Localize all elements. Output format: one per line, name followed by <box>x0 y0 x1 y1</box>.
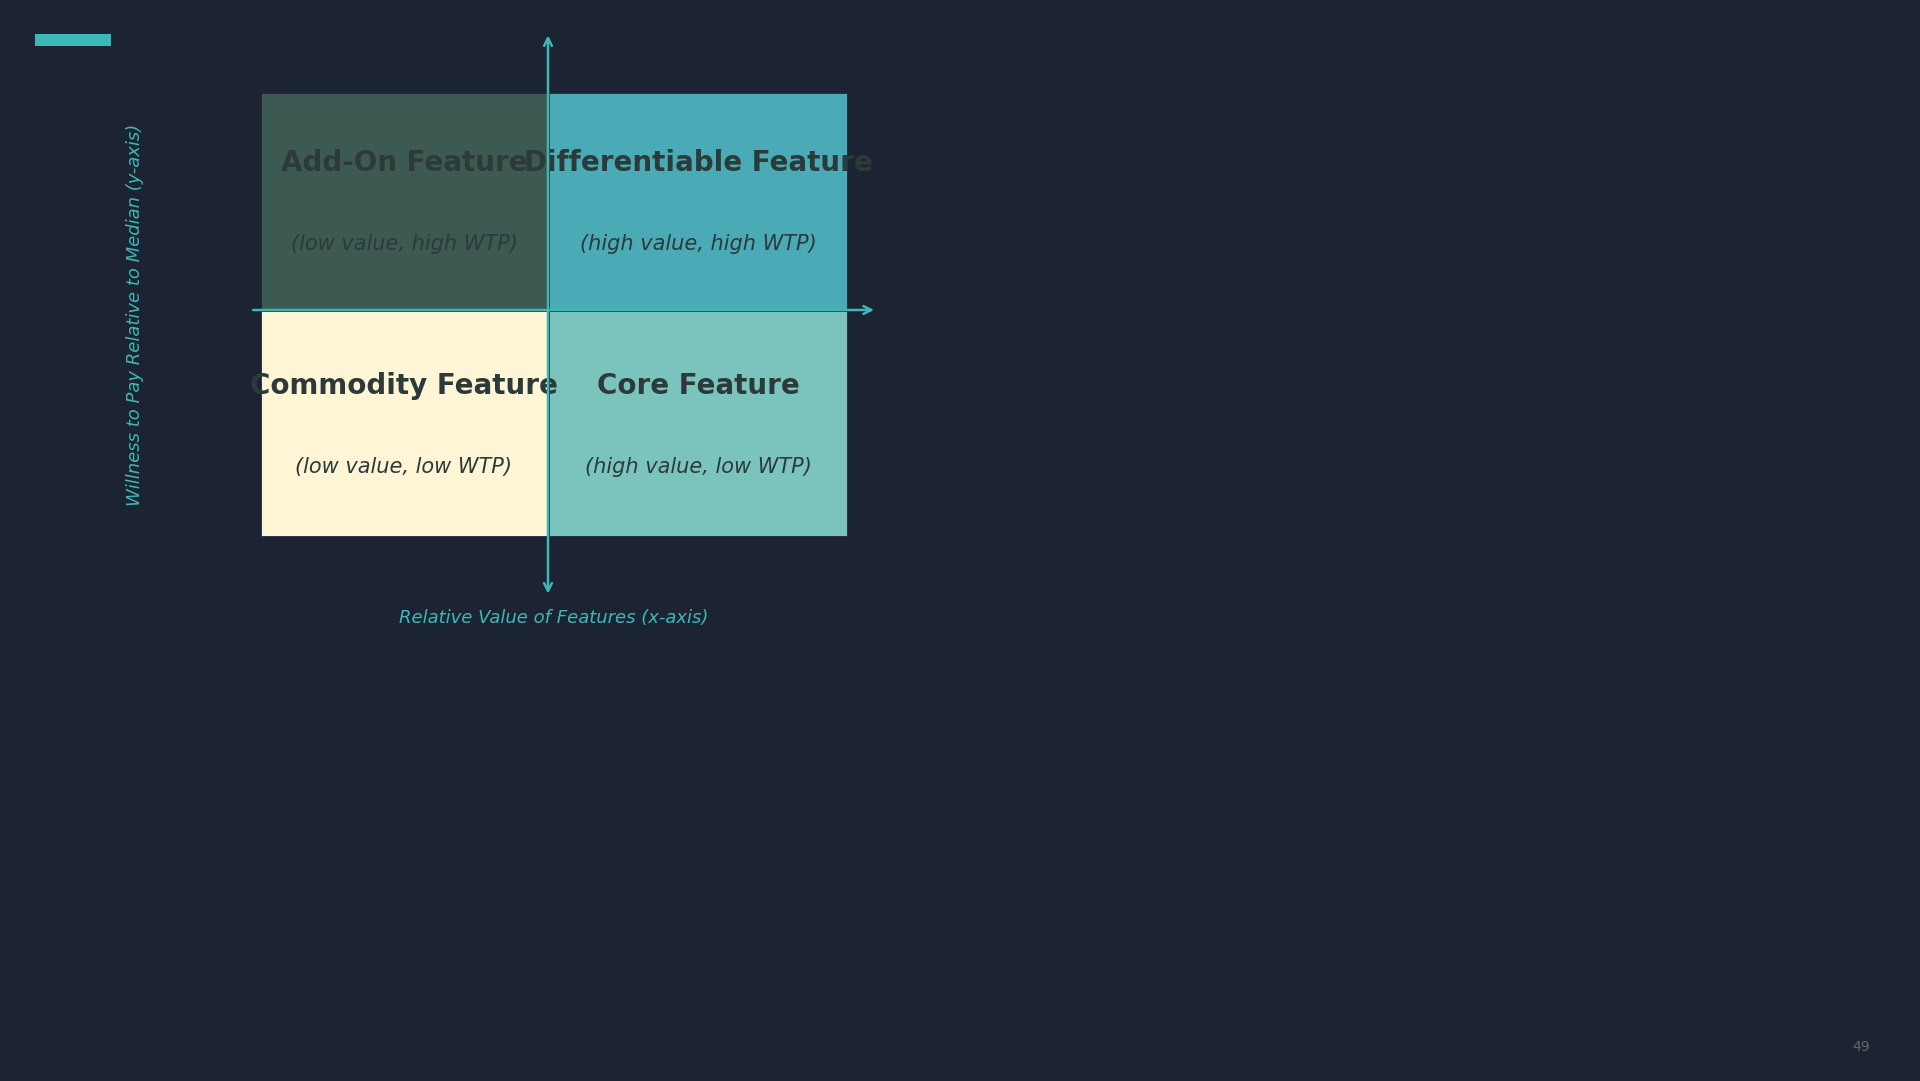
Text: (low value, low WTP): (low value, low WTP) <box>296 457 513 477</box>
Text: Relative Value of Features (x-axis): Relative Value of Features (x-axis) <box>399 609 708 627</box>
Text: Core Feature: Core Feature <box>597 372 799 400</box>
Bar <box>547 92 849 310</box>
Text: Willness to Pay Relative to Median (y-axis): Willness to Pay Relative to Median (y-ax… <box>127 123 144 506</box>
Bar <box>35 34 111 46</box>
Text: (low value, high WTP): (low value, high WTP) <box>290 235 516 254</box>
Text: Commodity Feature: Commodity Feature <box>250 372 559 400</box>
Bar <box>259 310 547 537</box>
Text: (high value, high WTP): (high value, high WTP) <box>580 235 816 254</box>
Text: Differentiable Feature: Differentiable Feature <box>524 149 872 177</box>
Text: Add-On Feature: Add-On Feature <box>280 149 528 177</box>
Text: (high value, low WTP): (high value, low WTP) <box>584 457 812 477</box>
Bar <box>259 92 547 310</box>
Text: 49: 49 <box>1853 1040 1870 1054</box>
Bar <box>547 310 849 537</box>
